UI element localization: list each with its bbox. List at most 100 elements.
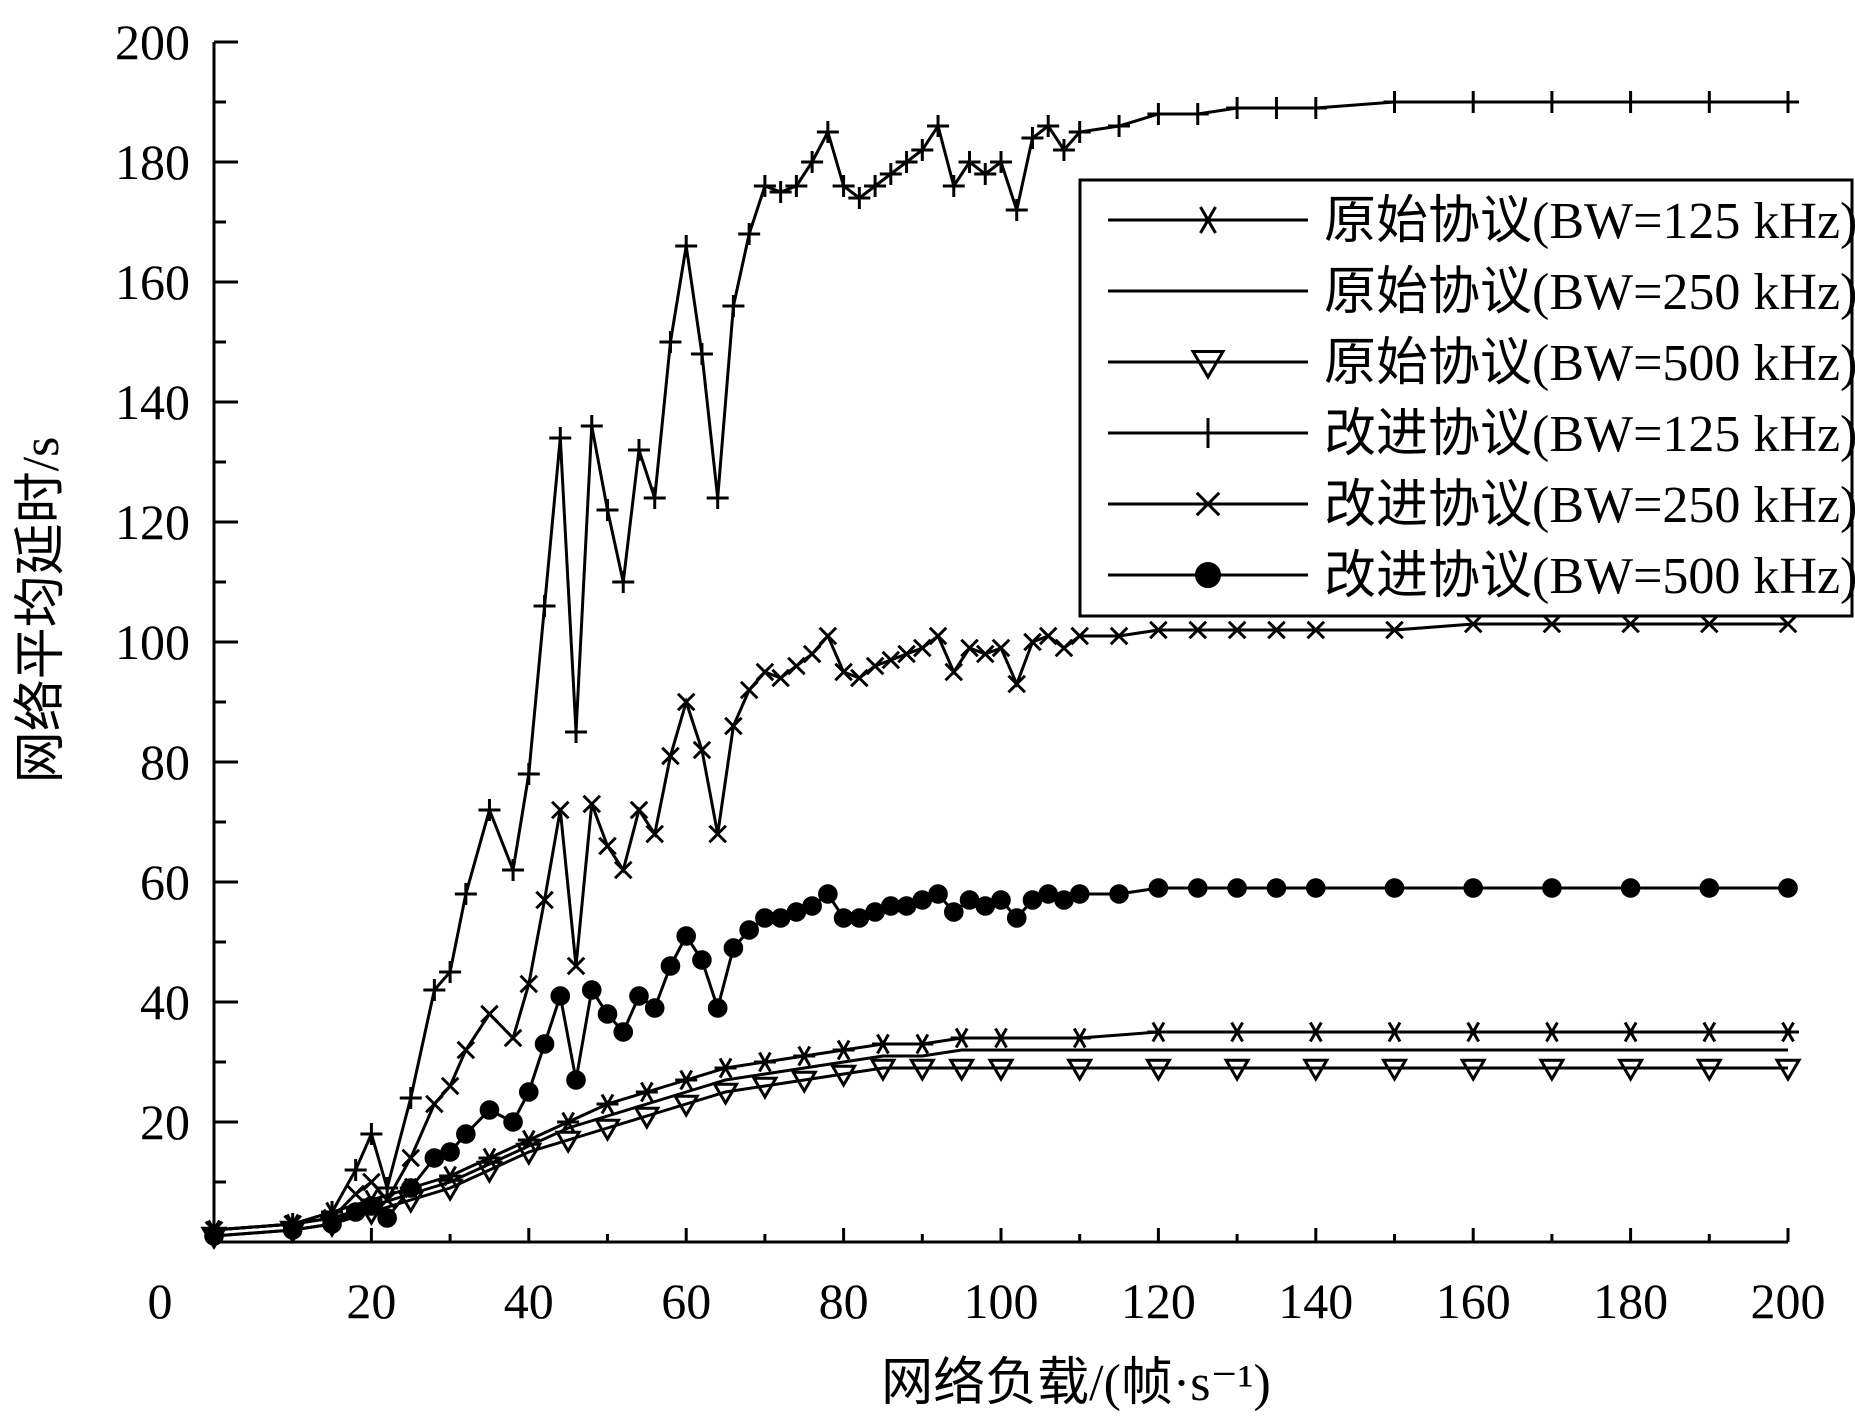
legend-label: 改进协议(BW=250 kHz) — [1324, 477, 1855, 534]
series-point — [1306, 878, 1326, 898]
series-3 — [200, 1058, 1802, 1250]
series-point — [1144, 1058, 1173, 1082]
series-point — [1227, 878, 1247, 898]
series-point — [1193, 418, 1223, 448]
series-point — [282, 1220, 303, 1240]
series-point — [322, 1214, 342, 1234]
series-point — [581, 980, 602, 1000]
series-point — [519, 1082, 539, 1102]
series-point — [401, 1148, 421, 1168]
series-point — [659, 331, 682, 353]
series-point — [801, 151, 824, 173]
series-point — [769, 181, 792, 203]
series-point — [706, 487, 729, 509]
series-point — [1187, 878, 1208, 898]
series-point — [954, 1027, 969, 1049]
series-point — [612, 571, 635, 593]
x-tick-label: 20 — [346, 1273, 396, 1329]
y-tick-label: 80 — [140, 734, 190, 790]
series-point — [629, 986, 649, 1006]
y-tick-label: 40 — [140, 974, 190, 1030]
series-point — [1109, 626, 1129, 646]
series-point — [1621, 614, 1640, 634]
series-point — [1007, 674, 1027, 694]
series-point — [944, 662, 964, 682]
series-line — [213, 1048, 1788, 1232]
series-point — [613, 860, 633, 880]
series-point — [724, 716, 743, 736]
series-point — [1005, 199, 1028, 221]
series-point — [597, 1004, 618, 1024]
series-point — [1227, 620, 1247, 640]
series-point — [672, 1094, 700, 1118]
series-point — [535, 890, 554, 910]
series-point — [456, 1124, 476, 1144]
series-point — [818, 884, 838, 904]
y-tick-label: 20 — [140, 1094, 190, 1150]
series-point — [771, 668, 790, 688]
series-point — [975, 644, 995, 664]
series-point — [818, 626, 838, 646]
series-point — [503, 1112, 523, 1132]
series-point — [802, 644, 822, 664]
series-point — [439, 961, 462, 983]
series-point — [436, 1178, 464, 1202]
series-point — [790, 1070, 818, 1094]
series-point — [1778, 614, 1798, 634]
series-point — [739, 920, 759, 940]
series-point — [1545, 1021, 1559, 1043]
series-4 — [203, 91, 1799, 1241]
series-point — [928, 884, 948, 904]
series-point — [758, 1051, 772, 1073]
series-point — [600, 1093, 615, 1115]
series-point — [711, 1082, 740, 1106]
series-point — [1021, 127, 1044, 149]
series-point — [549, 427, 572, 449]
series-point — [554, 1130, 582, 1154]
series-6 — [204, 878, 1798, 1246]
series-point — [911, 139, 934, 161]
series-point — [1462, 91, 1485, 113]
series-point — [423, 979, 446, 1001]
x-tick-label: 160 — [1436, 1273, 1511, 1329]
x-tick-label: 120 — [1121, 1273, 1196, 1329]
series-point — [519, 974, 539, 994]
series-point — [797, 1045, 812, 1067]
series-point — [1147, 103, 1170, 125]
series-point — [533, 595, 556, 617]
series-point — [753, 175, 776, 197]
series-point — [515, 1142, 543, 1166]
series-point — [960, 638, 979, 658]
series-point — [362, 1172, 381, 1192]
series-point — [864, 175, 887, 197]
series-point — [690, 343, 713, 365]
series-point — [850, 668, 869, 688]
series-point — [550, 986, 571, 1006]
series-point — [676, 692, 696, 712]
series-point — [1620, 878, 1641, 898]
series-point — [478, 799, 501, 821]
series-point — [1380, 1058, 1409, 1082]
series-point — [1538, 1058, 1566, 1082]
series-line — [213, 886, 1788, 1238]
series-point — [1226, 97, 1249, 119]
series-point — [660, 956, 681, 976]
legend-label: 原始协议(BW=250 kHz) — [1324, 264, 1855, 321]
series-point — [425, 1094, 444, 1114]
series-point — [1109, 884, 1129, 904]
y-axis-label: 网络平均延时/s — [13, 437, 70, 784]
series-point — [865, 656, 885, 676]
series-point — [755, 662, 775, 682]
series-point — [943, 902, 964, 922]
y-tick-label: 160 — [115, 254, 190, 310]
series-point — [582, 794, 602, 814]
y-tick-label: 120 — [115, 494, 190, 550]
series-point — [751, 1076, 779, 1100]
axes: 0 20 40 60 80 100 120 140 160 180 200 20 40 60 80 100 12… — [115, 14, 1826, 1329]
series-point — [1006, 908, 1027, 928]
series-point — [1309, 1021, 1323, 1043]
series-point — [517, 763, 540, 785]
series-point — [598, 836, 617, 856]
series-point — [1777, 91, 1799, 113]
series-point — [400, 1178, 421, 1198]
